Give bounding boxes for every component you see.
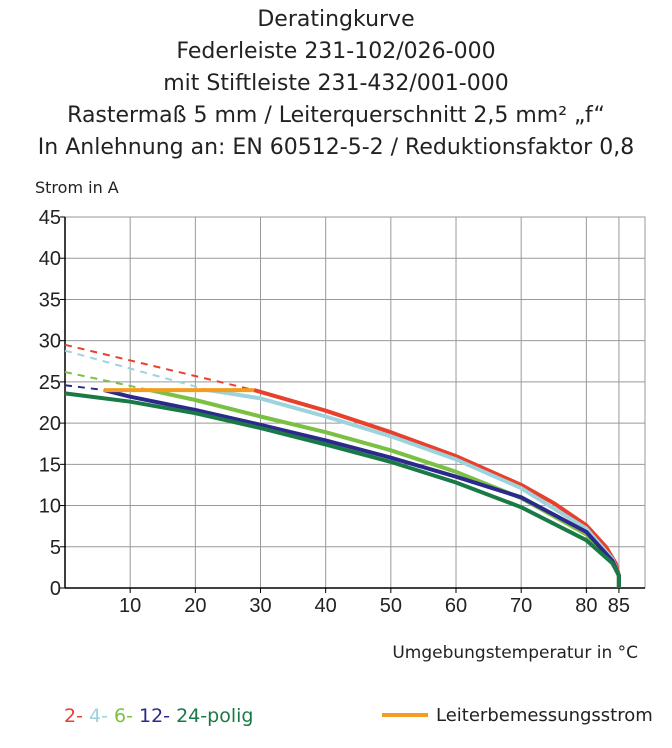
chart-title: Rastermaß 5 mm / Leiterquerschnitt 2,5 m… — [67, 103, 605, 128]
chart-title: mit Stiftleiste 231-432/001-000 — [163, 71, 508, 96]
x-tick-label: 70 — [510, 595, 532, 617]
x-tick-label: 10 — [119, 595, 141, 617]
y-tick-label: 25 — [39, 372, 61, 394]
y-axis-label: Strom in A — [35, 178, 119, 197]
legend-entry: 12- — [139, 705, 170, 727]
y-tick-label: 45 — [39, 207, 61, 229]
y-tick-label: 30 — [39, 331, 61, 353]
y-tick-label: 20 — [39, 413, 61, 435]
extrapolation-line — [64, 371, 150, 392]
y-tick-label: 0 — [50, 578, 61, 600]
series-line — [253, 388, 621, 588]
extrapolation-line — [64, 384, 105, 392]
y-tick-label: 5 — [50, 537, 61, 559]
series-line — [64, 391, 621, 588]
chart-title: Deratingkurve — [257, 7, 414, 32]
x-tick-label: 20 — [184, 595, 206, 617]
x-tick-label: 50 — [380, 595, 402, 617]
legend-entry: 4- — [89, 705, 108, 727]
legend: 2- 4- 6- 12- 24-polig — [64, 705, 253, 727]
x-tick-label: 40 — [315, 595, 337, 617]
x-tick-label: 30 — [249, 595, 271, 617]
extrapolation-line — [64, 343, 255, 392]
extrapolation-line — [64, 349, 209, 392]
x-tick-label: 80 — [575, 595, 597, 617]
y-tick-label: 40 — [39, 248, 61, 270]
y-tick-label: 10 — [39, 496, 61, 518]
y-tick-label: 35 — [39, 289, 61, 311]
legend-entry: 2- — [64, 705, 83, 727]
x-tick-label: 60 — [445, 595, 467, 617]
x-axis-label: Umgebungstemperatur in °C — [392, 643, 638, 663]
chart-title: Federleiste 231-102/026-000 — [176, 39, 495, 64]
series-line — [103, 388, 621, 588]
legend-entry: Leiterbemessungsstrom — [436, 705, 653, 726]
y-tick-label: 15 — [39, 454, 61, 476]
chart-title: In Anlehnung an: EN 60512-5-2 / Reduktio… — [38, 135, 634, 160]
legend-suffix: polig — [207, 705, 253, 727]
x-tick-label: 85 — [608, 595, 630, 617]
legend-entry: 6- — [114, 705, 133, 727]
legend-entry: 24- — [176, 705, 207, 727]
